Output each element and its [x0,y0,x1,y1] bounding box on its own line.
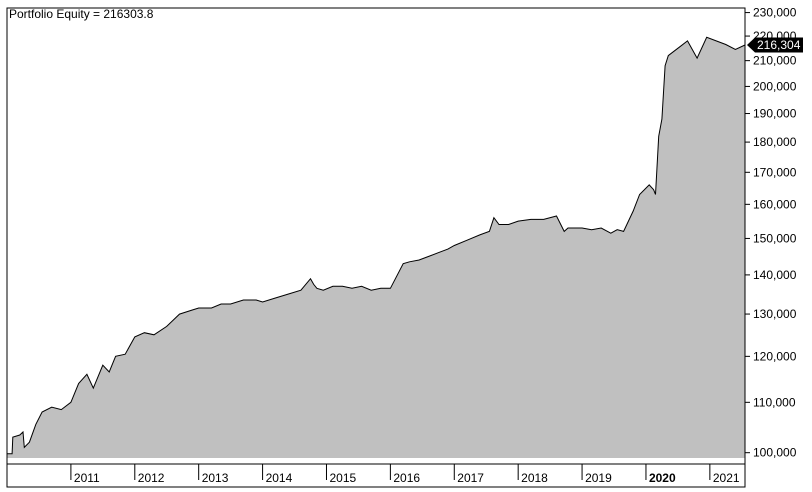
x-tick-label: 2018 [521,471,548,485]
x-tick-label: 2014 [266,471,293,485]
last-value-badge [747,37,803,53]
x-tick-label: 2011 [74,471,100,485]
y-tick-label: 160,000 [753,197,797,211]
chart-title: Portfolio Equity = 216303.8 [9,7,154,21]
y-tick-label: 190,000 [753,107,797,121]
equity-area [7,37,745,459]
x-tick-label: 2020 [649,471,676,485]
x-tick-label: 2021 [713,471,740,485]
x-tick-label: 2016 [393,471,420,485]
y-tick-label: 200,000 [753,79,797,93]
y-tick-label: 210,000 [753,54,797,68]
x-tick-label: 2012 [138,471,165,485]
x-tick-label: 2017 [457,471,484,485]
x-tick-label: 2019 [585,471,612,485]
y-tick-label: 130,000 [753,307,797,321]
last-value-label: 216,304 [757,38,801,52]
x-tick-label: 2015 [329,471,356,485]
y-tick-label: 110,000 [753,395,796,409]
y-tick-label: 170,000 [753,165,797,179]
y-tick-label: 150,000 [753,231,797,245]
last-value-marker: 216,304 [747,37,803,53]
y-tick-label: 230,000 [753,6,797,20]
y-tick-label: 100,000 [753,446,797,460]
y-axis: 100,000 110,000 120,000 130,000 140,000 150,0… [745,6,797,460]
x-axis-frame [6,463,746,488]
y-tick-label: 120,000 [753,349,797,363]
x-axis: 2011 2012 2013 2014 2015 2016 2017 2018 2019 2020… [70,464,740,485]
x-tick-label: 2013 [202,471,229,485]
equity-line [7,36,746,455]
y-tick-label: 140,000 [753,268,797,282]
y-tick-label: 180,000 [753,135,797,149]
